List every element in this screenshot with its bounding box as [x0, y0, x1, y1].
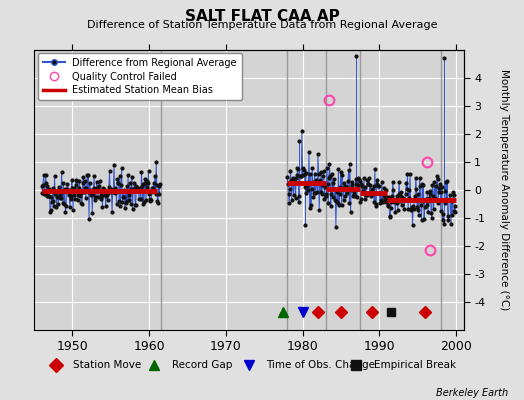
Text: Berkeley Earth: Berkeley Earth: [436, 388, 508, 398]
Text: SALT FLAT CAA AP: SALT FLAT CAA AP: [184, 9, 340, 24]
Text: Station Move: Station Move: [73, 360, 141, 370]
Y-axis label: Monthly Temperature Anomaly Difference (°C): Monthly Temperature Anomaly Difference (…: [499, 69, 509, 311]
Text: Difference of Station Temperature Data from Regional Average: Difference of Station Temperature Data f…: [87, 20, 437, 30]
Legend: Difference from Regional Average, Quality Control Failed, Estimated Station Mean: Difference from Regional Average, Qualit…: [38, 53, 242, 100]
Text: Empirical Break: Empirical Break: [374, 360, 456, 370]
Text: Time of Obs. Change: Time of Obs. Change: [266, 360, 375, 370]
Text: Record Gap: Record Gap: [171, 360, 232, 370]
